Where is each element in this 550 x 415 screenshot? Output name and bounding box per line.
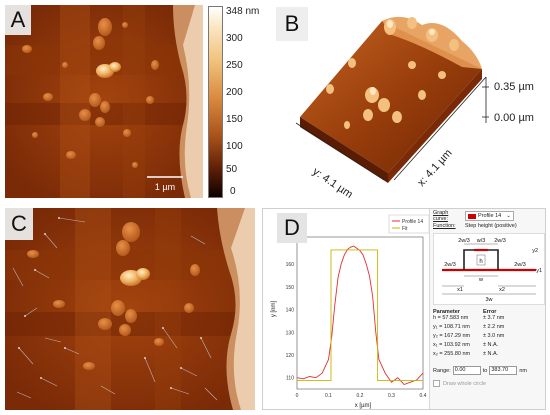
params-header-error: Error	[483, 309, 497, 315]
y-tick-label: 130	[286, 330, 295, 336]
draw-whole-circle-checkbox[interactable]	[433, 380, 440, 387]
function-label: Function:	[433, 223, 456, 229]
colorbar-tick-200: 200	[226, 87, 243, 98]
x-tick-label: 0	[296, 393, 299, 399]
afm-3d-surface: 0.35 µm 0.00 µm y: 4.1 µm x: 4.1 µm	[295, 16, 534, 198]
diagram-x1: x1	[457, 287, 463, 293]
diagram-top-mid: w/3	[476, 238, 486, 244]
param-row: x₂ = 255.80 nm ± N.A.	[433, 351, 542, 360]
colorbar: 348 nm 300 250 200 150 100 50 0	[208, 6, 268, 198]
x-tick-label: 0.1	[325, 393, 332, 399]
panel-a: 1 µm A	[5, 5, 203, 198]
draw-whole-circle-label: Draw whole circle	[443, 380, 487, 387]
step-height-chart: 110 120 130 140 150 160 0 0.1 0.2 0.3 0.4 y [nm] x…	[271, 214, 430, 409]
range-to-input[interactable]: 383.70	[489, 366, 518, 375]
afm-height-image-c	[5, 208, 255, 410]
colorbar-max-label: 348 nm	[226, 6, 260, 17]
legend-label-profile: Profile 14	[402, 219, 423, 225]
range-from-input[interactable]: 0.00	[452, 366, 481, 375]
colorbar-tick-100: 100	[226, 141, 243, 152]
param-row: x₁ = 103.92 nm ± N.A.	[433, 342, 542, 351]
y-tick-label: 160	[286, 262, 295, 268]
scalebar-label: 1 µm	[155, 182, 175, 192]
panel-c-letter: C	[5, 208, 33, 240]
chart-ylabel: y [nm]	[271, 301, 277, 318]
legend-label-fit: Fit	[402, 226, 408, 232]
colorbar-tick-250: 250	[226, 60, 243, 71]
param-error: ± 3.0 nm	[483, 333, 505, 339]
chart-xlabel: x [µm]	[355, 403, 372, 409]
y-tick-label: 150	[286, 285, 295, 291]
param-error: ± N.A.	[483, 342, 499, 348]
diagram-w: w	[478, 277, 483, 283]
param-error: ± 2.2 nm	[483, 324, 505, 330]
panel-b: 0.35 µm 0.00 µm y: 4.1 µm x: 4.1 µm B	[272, 5, 545, 198]
range-label: Range:	[433, 367, 451, 374]
diagram-top-left: 2w/3	[458, 238, 470, 244]
diagram-x2: x2	[499, 287, 505, 293]
diagram-right: 2w/3	[514, 262, 526, 268]
step-height-settings: Graph curve: Profile 14 ⌄ Function: Step…	[429, 209, 545, 409]
fit-line	[297, 249, 423, 382]
params-list: h = 57.583 nm ± 3.7 nm y₁ = 108.71 nm ± 2.…	[433, 315, 542, 360]
y-tick-label: 110	[286, 376, 294, 382]
param-row: y₁ = 108.71 nm ± 2.2 nm	[433, 324, 542, 333]
param-name: x₁ = 103.92 nm	[433, 342, 470, 348]
panel-b-letter: B	[276, 7, 308, 41]
range-to-label: to	[482, 367, 488, 374]
params-header-parameter: Parameter	[433, 309, 460, 315]
colorbar-tick-0: 0	[230, 186, 236, 197]
z-tick-bottom: 0.00 µm	[494, 112, 534, 124]
curve-color-swatch	[468, 213, 476, 219]
chevron-down-icon: ⌄	[506, 213, 511, 219]
x-tick-label: 0.4	[420, 393, 427, 399]
panel-a-letter: A	[5, 5, 31, 35]
afm-height-image-a: 1 µm	[5, 5, 203, 198]
colorbar-tick-300: 300	[226, 33, 243, 44]
plot-area	[296, 236, 424, 390]
graph-curve-select[interactable]: Profile 14 ⌄	[465, 211, 514, 221]
param-error: ± 3.7 nm	[483, 315, 505, 321]
graph-curve-value: Profile 14	[478, 213, 502, 219]
range-unit: nm	[519, 367, 527, 374]
param-name: x₂ = 255.80 nm	[433, 351, 471, 357]
x-tick-label: 0.3	[388, 393, 395, 399]
diagram-y2: y2	[532, 248, 538, 254]
y-tick-label: 120	[286, 353, 295, 359]
colorbar-tick-150: 150	[226, 114, 243, 125]
graph-curve-label: Graph curve:	[433, 210, 449, 222]
z-tick-top: 0.35 µm	[494, 81, 534, 93]
panel-d-letter: D	[277, 213, 307, 243]
diagram-left: 2w/3	[444, 262, 456, 268]
colorbar-gradient	[208, 6, 223, 198]
param-row: y₂ = 167.29 nm ± 3.0 nm	[433, 333, 542, 342]
colorbar-tick-50: 50	[226, 164, 238, 175]
param-name: y₂ = 167.29 nm	[433, 333, 471, 339]
diagram-3w: 3w	[485, 297, 492, 303]
function-value[interactable]: Step height (positive)	[465, 223, 517, 229]
diagram-h: h	[479, 259, 482, 265]
diagram-top-right: 2w/3	[494, 238, 506, 244]
x-axis-label-3d: x: 4.1 µm	[415, 147, 454, 189]
diagram-y1: y1	[536, 268, 542, 274]
y-axis-label-3d: y: 4.1 µm	[310, 166, 354, 198]
param-row: h = 57.583 nm ± 3.7 nm	[433, 315, 542, 324]
param-name: y₁ = 108.71 nm	[433, 324, 470, 330]
param-name: h = 57.583 nm	[433, 315, 469, 321]
x-tick-label: 0.2	[357, 393, 364, 399]
panel-c: C	[5, 208, 255, 410]
panel-d: 110 120 130 140 150 160 0 0.1 0.2 0.3 0.4 y [nm] x…	[262, 208, 546, 410]
step-height-schematic: 2w/3 w/3 2w/3 2w/3 2w/3 h w x1 x2 3w y2 …	[433, 233, 545, 305]
y-tick-label: 140	[286, 308, 295, 314]
param-error: ± N.A.	[483, 351, 499, 357]
